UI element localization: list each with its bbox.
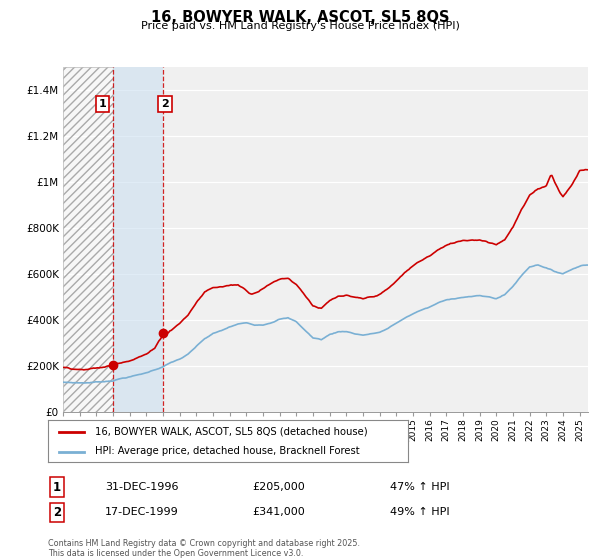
Text: 16, BOWYER WALK, ASCOT, SL5 8QS: 16, BOWYER WALK, ASCOT, SL5 8QS bbox=[151, 10, 449, 25]
Text: £205,000: £205,000 bbox=[252, 482, 305, 492]
Text: HPI: Average price, detached house, Bracknell Forest: HPI: Average price, detached house, Brac… bbox=[95, 446, 359, 456]
Text: £341,000: £341,000 bbox=[252, 507, 305, 517]
Text: 16, BOWYER WALK, ASCOT, SL5 8QS (detached house): 16, BOWYER WALK, ASCOT, SL5 8QS (detache… bbox=[95, 427, 367, 437]
Text: 2: 2 bbox=[161, 99, 169, 109]
Text: 1: 1 bbox=[99, 99, 107, 109]
Text: Price paid vs. HM Land Registry's House Price Index (HPI): Price paid vs. HM Land Registry's House … bbox=[140, 21, 460, 31]
Text: 31-DEC-1996: 31-DEC-1996 bbox=[105, 482, 179, 492]
Text: 2: 2 bbox=[53, 506, 61, 519]
Text: Contains HM Land Registry data © Crown copyright and database right 2025.
This d: Contains HM Land Registry data © Crown c… bbox=[48, 539, 360, 558]
Bar bbox=[63, 67, 113, 412]
Bar bbox=[113, 67, 163, 412]
Text: 47% ↑ HPI: 47% ↑ HPI bbox=[390, 482, 449, 492]
Text: 17-DEC-1999: 17-DEC-1999 bbox=[105, 507, 179, 517]
Bar bbox=[63, 67, 113, 412]
Text: 1: 1 bbox=[53, 480, 61, 494]
Text: 49% ↑ HPI: 49% ↑ HPI bbox=[390, 507, 449, 517]
